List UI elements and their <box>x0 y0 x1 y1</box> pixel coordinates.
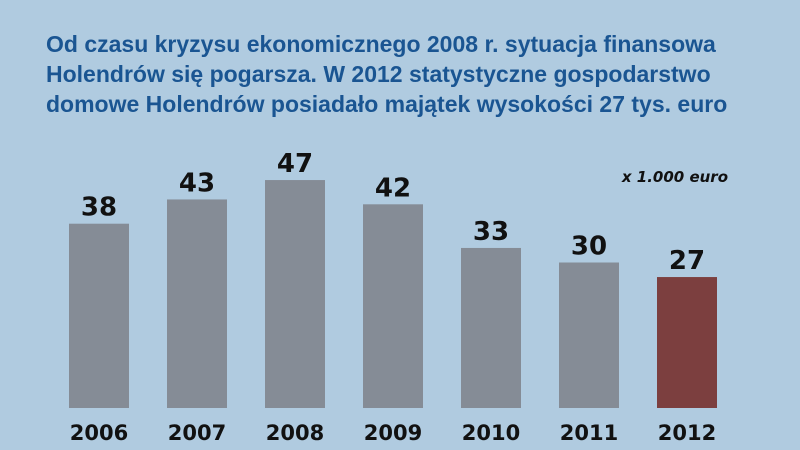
x-tick-label: 2011 <box>560 421 618 445</box>
bar <box>657 277 717 408</box>
chart-title: Od czasu kryzysu ekonomicznego 2008 r. s… <box>46 31 716 57</box>
value-label: 42 <box>375 173 411 203</box>
chart-title: Holendrów się pogarsza. W 2012 statystyc… <box>46 61 711 87</box>
x-tick-label: 2009 <box>364 421 422 445</box>
unit-label: x 1.000 euro <box>621 168 728 186</box>
x-tick-label: 2008 <box>266 421 324 445</box>
value-label: 47 <box>277 149 313 179</box>
value-label: 30 <box>571 232 607 262</box>
chart-title: domowe Holendrów posiadało majątek wysok… <box>46 91 727 117</box>
bar <box>461 247 521 408</box>
x-tick-label: 2012 <box>658 421 716 445</box>
bar <box>69 223 129 408</box>
bar <box>363 204 423 408</box>
value-label: 38 <box>81 193 117 223</box>
value-label: 33 <box>473 217 509 247</box>
bar <box>559 262 619 408</box>
value-label: 27 <box>669 246 705 276</box>
bar <box>265 180 325 408</box>
value-label: 43 <box>179 168 215 198</box>
x-tick-label: 2007 <box>168 421 226 445</box>
x-tick-label: 2006 <box>70 421 128 445</box>
bar <box>167 199 227 408</box>
x-tick-label: 2010 <box>462 421 520 445</box>
